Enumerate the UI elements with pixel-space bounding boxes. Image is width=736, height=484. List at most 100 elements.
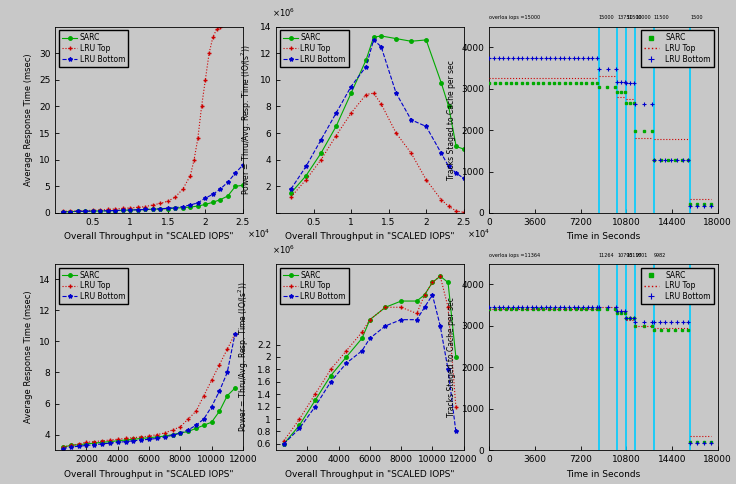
SARC (118, 207, 127, 213)
SARC (316, 150, 325, 156)
LRU Top (144, 433, 153, 439)
LRU Top (212, 26, 221, 32)
Text: 9601: 9601 (635, 253, 648, 257)
LRU Top (113, 437, 122, 442)
LRU Top (205, 50, 213, 56)
LRU Bottom (407, 117, 416, 122)
SARC (231, 183, 240, 189)
LRU Bottom (178, 204, 187, 210)
LRU Bottom (152, 436, 161, 441)
SARC (436, 273, 445, 279)
SARC (286, 190, 295, 196)
LRU Bottom (160, 434, 169, 440)
SARC (186, 204, 195, 210)
LRU Bottom (224, 179, 233, 185)
LRU Bottom (295, 425, 304, 431)
SARC (199, 423, 208, 428)
X-axis label: Overall Throughput in "SCALED IOPS": Overall Throughput in "SCALED IOPS" (285, 232, 455, 242)
LRU Top (59, 444, 68, 450)
LRU Top (459, 210, 468, 215)
LRU Bottom (444, 366, 453, 372)
LRU Bottom (332, 110, 341, 116)
LRU Top (381, 304, 390, 310)
LRU Top (176, 424, 185, 430)
LRU Bottom (397, 317, 406, 322)
SARC (58, 209, 67, 215)
LRU Bottom (316, 137, 325, 143)
LRU Top (90, 439, 99, 444)
X-axis label: Time in Seconds: Time in Seconds (567, 469, 640, 479)
SARC (224, 193, 233, 199)
LRU Top (171, 194, 180, 200)
LRU Top (103, 207, 112, 212)
SARC (81, 208, 90, 214)
LRU Bottom (194, 200, 202, 206)
LRU Top (118, 206, 127, 212)
LRU Bottom (129, 438, 138, 444)
LRU Top (168, 427, 177, 433)
SARC (184, 429, 193, 435)
LRU Top (215, 362, 224, 368)
LRU Bottom (208, 191, 217, 197)
LRU Bottom (208, 404, 216, 409)
SARC (407, 38, 416, 44)
SARC (152, 434, 161, 440)
SARC (137, 436, 146, 441)
LRU Bottom (88, 208, 97, 214)
SARC (126, 207, 135, 213)
LRU Top (366, 317, 375, 322)
Text: $\times 10^6$: $\times 10^6$ (272, 7, 295, 19)
LRU Bottom (347, 84, 355, 90)
SARC (105, 439, 114, 444)
LRU Top (74, 441, 83, 447)
LRU Bottom (223, 370, 232, 376)
X-axis label: Time in Seconds: Time in Seconds (567, 232, 640, 242)
LRU Bottom (377, 44, 386, 49)
SARC (103, 208, 112, 214)
LRU Top (369, 90, 378, 96)
Line: LRU Top: LRU Top (60, 25, 222, 213)
SARC (82, 441, 91, 447)
LRU Top (190, 157, 199, 163)
LRU Bottom (105, 440, 114, 446)
SARC (113, 438, 122, 444)
LRU Top (141, 204, 149, 210)
LRU Top (286, 194, 295, 200)
SARC (156, 206, 165, 212)
Y-axis label: Tracks Staged to Cache per sec: Tracks Staged to Cache per sec (447, 297, 456, 417)
LRU Top (361, 91, 370, 97)
Line: LRU Top: LRU Top (61, 332, 237, 449)
LRU Top (420, 292, 429, 298)
SARC (311, 397, 319, 403)
LRU Bottom (361, 63, 370, 69)
SARC (459, 146, 468, 152)
LRU Top (332, 133, 341, 138)
SARC (176, 430, 185, 436)
Text: overloa iops =15000: overloa iops =15000 (489, 15, 540, 20)
LRU Top (66, 442, 75, 448)
Text: $\times 10^6$: $\times 10^6$ (272, 244, 295, 257)
LRU Bottom (144, 437, 153, 442)
LRU Bottom (163, 205, 172, 211)
X-axis label: Overall Throughput in "SCALED IOPS": Overall Throughput in "SCALED IOPS" (64, 232, 234, 242)
LRU Top (223, 346, 232, 352)
SARC (280, 441, 289, 447)
Line: SARC: SARC (282, 274, 458, 446)
Line: SARC: SARC (61, 386, 237, 449)
LRU Bottom (137, 437, 146, 443)
SARC (129, 437, 138, 442)
LRU Top (58, 209, 67, 214)
Text: 10795: 10795 (618, 253, 633, 257)
LRU Bottom (171, 205, 180, 211)
Text: 10000: 10000 (635, 15, 651, 20)
SARC (392, 36, 400, 42)
LRU Bottom (90, 442, 99, 448)
LRU Top (208, 378, 216, 383)
LRU Top (66, 208, 74, 214)
LRU Top (129, 435, 138, 440)
LRU Bottom (381, 323, 390, 329)
Text: 9982: 9982 (654, 253, 666, 257)
LRU Top (358, 329, 367, 335)
LRU Top (74, 208, 82, 214)
LRU Bottom (412, 317, 421, 322)
